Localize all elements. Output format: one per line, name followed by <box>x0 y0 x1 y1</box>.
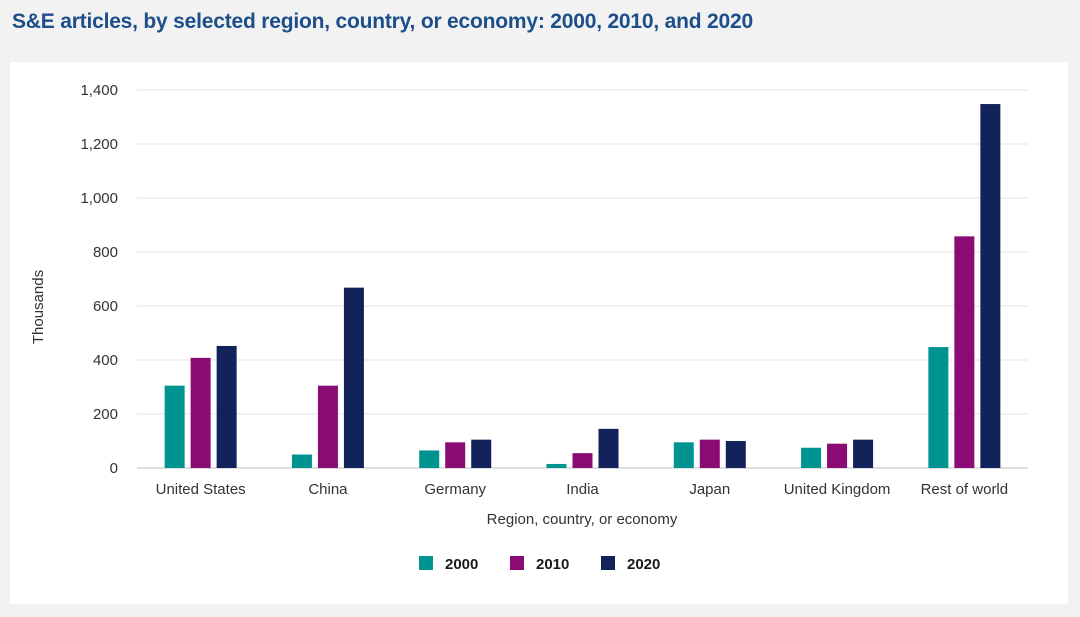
bar-2020-united-states <box>216 345 237 468</box>
x-tick-label: United States <box>156 481 246 498</box>
chart-title: S&E articles, by selected region, countr… <box>12 10 753 33</box>
bar-2020-japan <box>725 441 746 468</box>
legend-label-2010: 2010 <box>536 556 569 573</box>
y-tick-label: 600 <box>93 298 118 315</box>
x-tick-label: Japan <box>689 481 730 498</box>
bar-2000-germany <box>419 450 440 468</box>
bar-2020-united-kingdom <box>853 439 874 468</box>
x-tick-label: United Kingdom <box>784 481 891 498</box>
bars <box>164 104 1001 468</box>
y-tick-label: 1,200 <box>80 136 118 153</box>
y-tick-label: 0 <box>110 460 118 477</box>
bar-2010-japan <box>699 439 720 468</box>
bar-2010-china <box>317 385 338 468</box>
bar-2000-united-kingdom <box>801 447 822 468</box>
legend-label-2020: 2020 <box>627 556 660 573</box>
x-tick-label: China <box>308 481 348 498</box>
bar-2000-rest-of-world <box>928 347 949 468</box>
bar-2010-germany <box>445 442 466 468</box>
x-axis-ticks: United States China Germany India Japan Unite… <box>156 481 1009 498</box>
gridlines <box>137 89 1028 469</box>
x-tick-label: Rest of world <box>921 481 1009 498</box>
y-tick-label: 400 <box>93 352 118 369</box>
x-axis-label: Region, country, or economy <box>487 511 678 528</box>
x-tick-label: India <box>566 481 599 498</box>
bar-2000-japan <box>673 442 694 468</box>
legend-label-2000: 2000 <box>445 556 478 573</box>
x-tick-label: Germany <box>424 481 486 498</box>
bar-2010-united-states <box>190 357 211 468</box>
y-tick-label: 1,400 <box>80 82 118 99</box>
y-tick-label: 200 <box>93 406 118 423</box>
bar-2000-united-states <box>164 385 185 468</box>
bar-2020-china <box>343 287 364 468</box>
legend: 2000 2010 2020 <box>419 556 660 573</box>
legend-swatch-2020 <box>601 556 615 570</box>
bar-2020-germany <box>471 439 492 468</box>
legend-swatch-2000 <box>419 556 433 570</box>
bar-2000-china <box>291 454 312 468</box>
legend-swatch-2010 <box>510 556 524 570</box>
y-tick-label: 1,000 <box>80 190 118 207</box>
chart-panel: 0 200 400 600 800 1,000 1,200 1,400 United Stat… <box>10 62 1068 604</box>
bar-2000-india <box>546 463 567 468</box>
y-tick-label: 800 <box>93 244 118 261</box>
bar-chart: 0 200 400 600 800 1,000 1,200 1,400 United Stat… <box>30 82 1028 573</box>
y-axis-ticks: 0 200 400 600 800 1,000 1,200 1,400 <box>80 82 118 477</box>
bar-2010-united-kingdom <box>827 443 848 468</box>
y-axis-label: Thousands <box>30 270 47 344</box>
bar-2010-rest-of-world <box>954 236 975 468</box>
bar-2020-rest-of-world <box>980 104 1001 468</box>
bar-2020-india <box>598 428 619 468</box>
bar-2010-india <box>572 453 593 468</box>
